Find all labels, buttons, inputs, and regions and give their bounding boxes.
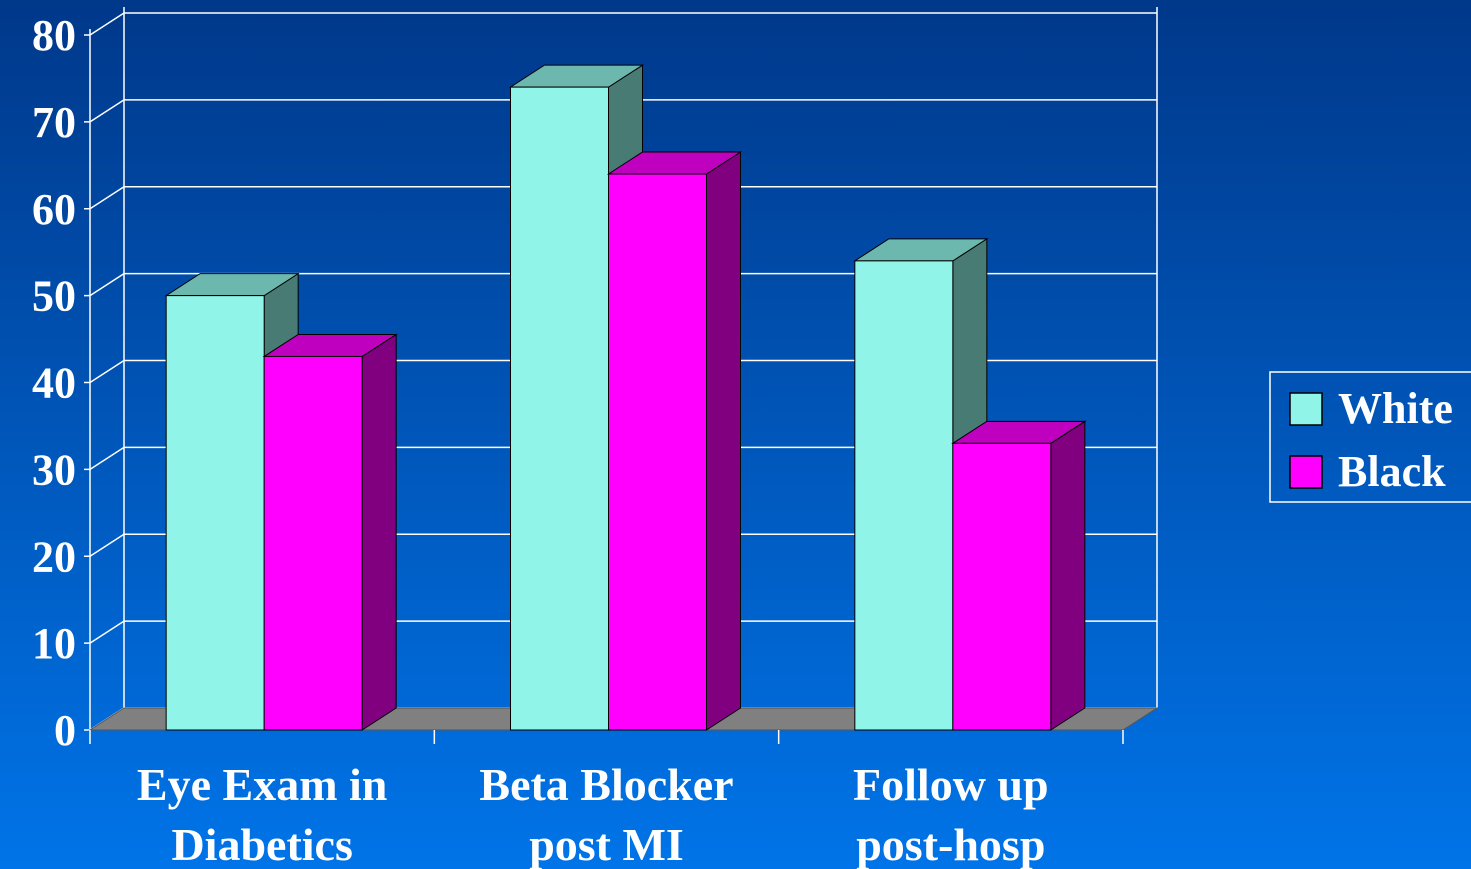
x-tick-label: Eye Exam in Diabetics (137, 759, 387, 869)
y-tick-label: 50 (32, 272, 76, 321)
y-tick-label: 70 (32, 98, 76, 147)
bar-face (952, 442, 1052, 731)
legend-label: Black (1338, 447, 1446, 496)
bar-side (361, 333, 397, 731)
legend-box (1269, 371, 1471, 503)
x-tick-label: Follow up post-hosp (853, 759, 1049, 869)
legend-label: White (1338, 384, 1453, 433)
y-tick-label: 10 (32, 619, 76, 668)
legend-swatch (1289, 455, 1323, 489)
bar-face (510, 86, 609, 731)
bar-face (165, 295, 265, 731)
grid-line (89, 533, 125, 557)
y-tick-label: 20 (32, 532, 76, 581)
bar-face (608, 173, 707, 731)
bar (262, 333, 398, 731)
bar (951, 420, 1087, 731)
bar-side (1050, 420, 1086, 731)
y-tick-label: 30 (32, 445, 76, 494)
bar-side (706, 151, 741, 731)
bar-face (854, 260, 954, 731)
grid-line (89, 272, 125, 297)
y-tick-label: 0 (54, 706, 76, 755)
grid-line (89, 446, 125, 471)
y-tick-label: 60 (32, 185, 76, 234)
y-tick-label: 40 (32, 359, 76, 408)
y-tick-label: 80 (32, 11, 76, 60)
x-tick-label: Beta Blocker post MI (479, 759, 733, 869)
grid-line (89, 620, 125, 644)
grid-line (89, 186, 125, 210)
grid-line (89, 12, 125, 36)
grid-line (89, 99, 125, 123)
grid-line (89, 359, 125, 384)
bar-face (263, 355, 363, 731)
bar (606, 151, 743, 731)
legend-swatch (1289, 392, 1323, 426)
